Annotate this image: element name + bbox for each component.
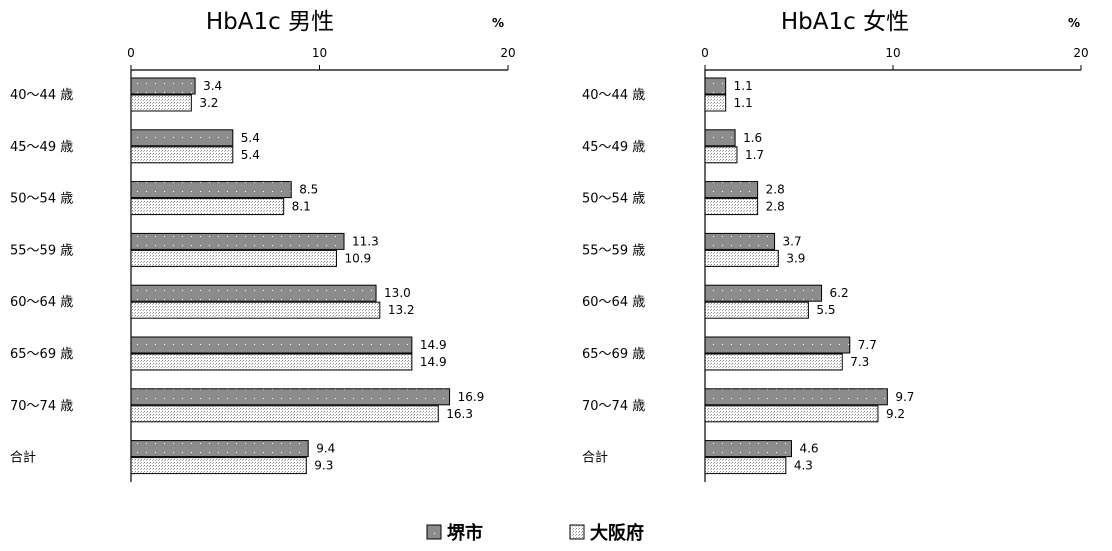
category-label: 70～74 歳: [10, 399, 73, 414]
category-label: 60～64 歳: [10, 295, 73, 310]
category-label: 55～59 歳: [582, 243, 645, 258]
category-label: 65～69 歳: [582, 347, 645, 362]
bar-sakai: [130, 232, 345, 250]
data-label: 7.3: [850, 355, 869, 369]
data-label: 7.7: [858, 338, 877, 352]
x-tick-label: 20: [500, 46, 515, 60]
category-label: 50～54 歳: [10, 192, 73, 207]
bar-sakai: [704, 284, 823, 302]
unit-label: %: [1068, 16, 1080, 30]
bar-sakai: [130, 181, 292, 199]
data-label: 14.9: [420, 355, 447, 369]
data-label: 3.2: [199, 96, 218, 110]
bar-osaka: [130, 94, 192, 112]
x-tick-label: 20: [1073, 46, 1088, 60]
data-label: 16.3: [446, 407, 473, 421]
bar-osaka: [704, 198, 759, 216]
data-label: 3.7: [783, 234, 802, 248]
category-label: 50～54 歳: [582, 192, 645, 207]
bar-sakai: [130, 440, 309, 458]
category-label: 60～64 歳: [582, 295, 645, 310]
bar-sakai: [704, 77, 727, 95]
data-label: 9.2: [886, 407, 905, 421]
category-label: 40～44 歳: [582, 88, 645, 103]
data-label: 11.3: [352, 234, 379, 248]
bar-sakai: [704, 440, 792, 458]
data-label: 9.3: [314, 459, 333, 473]
chart-hba1c-male: HbA1c 男性 % 0 10 20 40～44 歳 3.4 3.2 45～49 歳 5.4 5.4…: [10, 9, 516, 482]
data-label: 2.8: [766, 183, 785, 197]
data-label: 1.1: [734, 96, 753, 110]
category-label: 合計: [10, 450, 36, 466]
legend-label-sakai: 堺市: [447, 522, 483, 544]
bar-osaka: [130, 353, 413, 371]
bar-sakai: [704, 232, 776, 250]
data-label: 6.2: [830, 286, 849, 300]
category-label: 55～59 歳: [10, 243, 73, 258]
bar-sakai: [704, 181, 759, 199]
bar-sakai: [130, 129, 234, 147]
chart-title: HbA1c 男性: [206, 9, 334, 35]
bar-osaka: [704, 405, 879, 423]
bar-osaka: [130, 249, 337, 267]
chart-hba1c-female: HbA1c 女性 % 0 10 20 40～44 歳 1.1 1.1 45～49 歳 1.6 1.7…: [582, 9, 1089, 482]
data-label: 5.5: [816, 303, 835, 317]
x-tick-label: 10: [885, 46, 900, 60]
data-label: 3.9: [786, 251, 805, 265]
data-label: 1.1: [734, 79, 753, 93]
bar-osaka: [130, 301, 381, 319]
legend: 堺市 大阪府: [426, 522, 644, 544]
bar-sakai: [704, 388, 888, 406]
bar-osaka: [704, 301, 809, 319]
legend-swatch-sakai: [426, 524, 442, 540]
data-label: 14.9: [420, 338, 447, 352]
x-tick-label: 0: [701, 46, 709, 60]
unit-label: %: [492, 16, 504, 30]
data-label: 1.6: [743, 131, 762, 145]
bar-osaka: [704, 353, 843, 371]
data-label: 16.9: [458, 390, 485, 404]
data-label: 5.4: [241, 131, 260, 145]
chart-title: HbA1c 女性: [781, 9, 909, 35]
data-label: 8.5: [299, 183, 318, 197]
bar-osaka: [704, 249, 779, 267]
data-label: 4.3: [794, 459, 813, 473]
category-label: 45～49 歳: [10, 140, 73, 155]
x-tick-label: 10: [312, 46, 327, 60]
data-label: 4.6: [799, 442, 818, 456]
data-label: 5.4: [241, 148, 260, 162]
data-label: 9.7: [895, 390, 914, 404]
bar-sakai: [130, 388, 451, 406]
category-label: 40～44 歳: [10, 88, 73, 103]
data-label: 10.9: [344, 251, 371, 265]
bar-osaka: [130, 457, 307, 475]
data-label: 3.4: [203, 79, 222, 93]
bar-osaka: [704, 146, 738, 164]
data-label: 8.1: [292, 200, 311, 214]
bar-sakai: [704, 129, 736, 147]
category-label: 合計: [582, 450, 608, 466]
bar-sakai: [130, 284, 377, 302]
data-label: 9.4: [316, 442, 335, 456]
bar-osaka: [130, 405, 439, 423]
bar-sakai: [130, 336, 413, 354]
data-label: 13.2: [388, 303, 415, 317]
legend-swatch-osaka: [569, 524, 585, 540]
bar-sakai: [704, 336, 851, 354]
bar-sakai: [130, 77, 196, 95]
bar-osaka: [130, 198, 285, 216]
x-tick-label: 0: [127, 46, 135, 60]
data-label: 2.8: [766, 200, 785, 214]
category-label: 45～49 歳: [582, 140, 645, 155]
legend-label-osaka: 大阪府: [590, 522, 644, 544]
bar-osaka: [704, 94, 727, 112]
bar-osaka: [704, 457, 787, 475]
category-label: 70～74 歳: [582, 399, 645, 414]
category-label: 65～69 歳: [10, 347, 73, 362]
bar-osaka: [130, 146, 234, 164]
data-label: 1.7: [745, 148, 764, 162]
data-label: 13.0: [384, 286, 411, 300]
